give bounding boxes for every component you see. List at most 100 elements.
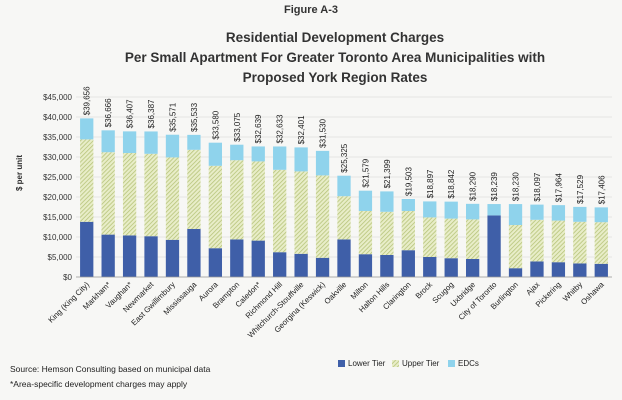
bar-total-label: $18,239 (490, 172, 499, 201)
legend-label: Upper Tier (402, 359, 440, 368)
bar-lower-tier (230, 239, 244, 277)
bar-total-label: $31,530 (319, 118, 328, 147)
figure-label: Figure A-3 (284, 4, 338, 16)
bar-upper-tier (144, 153, 158, 237)
bar-lower-tier (251, 240, 265, 277)
bar-total-label: $32,633 (276, 114, 285, 143)
bar-total-label: $36,387 (147, 99, 156, 128)
bar-edcs (230, 144, 244, 161)
bar-edcs (487, 204, 501, 216)
bar-upper-tier (273, 169, 287, 253)
bar-edcs (165, 134, 180, 158)
bar-total-label: $18,230 (512, 172, 521, 201)
bar-total-label: $35,571 (168, 102, 177, 131)
bar-upper-tier (187, 149, 201, 229)
bar-lower-tier (337, 239, 351, 277)
bar-upper-tier (230, 160, 244, 240)
bar-edcs (251, 146, 265, 162)
bar-lower-tier (273, 252, 287, 277)
bar-total-label: $36,666 (104, 98, 113, 127)
bar-edcs (401, 198, 415, 211)
bar-edcs (337, 175, 351, 197)
bar-edcs (273, 146, 287, 170)
footnote: *Area-specific development charges may a… (10, 379, 188, 389)
source-note: Source: Hemson Consulting based on munic… (10, 364, 211, 374)
bar-lower-tier (465, 259, 480, 277)
bar-upper-tier (294, 171, 308, 254)
bar-edcs (444, 201, 458, 219)
bar-total-label: $25,325 (340, 143, 349, 172)
bar-edcs (573, 206, 587, 222)
bar-lower-tier (444, 258, 458, 277)
bar-edcs (208, 142, 223, 166)
bar-lower-tier (101, 234, 115, 277)
legend-label: EDCs (458, 359, 479, 368)
bar-upper-tier (594, 222, 608, 264)
y-tick-label: $30,000 (43, 153, 72, 162)
bar-lower-tier (294, 253, 308, 277)
bar-lower-tier (165, 239, 180, 277)
bar-total-label: $18,842 (447, 169, 456, 198)
y-tick-label: $40,000 (43, 113, 72, 122)
chart-title-line-3: Proposed York Region Rates (242, 70, 428, 85)
bar-lower-tier (530, 261, 544, 277)
bar-lower-tier (380, 255, 394, 277)
bar-edcs (530, 204, 544, 220)
bar-total-label: $18,897 (426, 169, 435, 198)
bar-lower-tier (122, 235, 137, 277)
chart-title-line-2: Per Small Apartment For Greater Toronto … (124, 50, 546, 65)
bar-upper-tier (380, 211, 394, 255)
bar-lower-tier (551, 262, 566, 277)
bar-lower-tier (315, 257, 330, 277)
bar-lower-tier (487, 215, 501, 277)
bar-upper-tier (573, 221, 587, 264)
bar-edcs (423, 201, 437, 218)
bar-total-label: $17,529 (576, 174, 585, 203)
bar-edcs (122, 131, 137, 153)
bar-edcs (380, 191, 394, 212)
bar-upper-tier (358, 211, 373, 255)
bar-upper-tier (508, 225, 523, 269)
x-axis-ticks: King (King City)Markham*Vaughan*Newmarke… (46, 279, 606, 339)
y-tick-label: $20,000 (43, 193, 72, 202)
bar-total-label: $32,401 (297, 115, 306, 144)
bar-lower-tier (80, 221, 94, 277)
bar-upper-tier (165, 157, 180, 240)
bar-lower-tier (573, 263, 587, 277)
legend: Lower Tier Upper Tier EDCs (338, 359, 479, 368)
legend-label: Lower Tier (348, 359, 386, 368)
bar-upper-tier (101, 152, 115, 235)
y-tick-label: $0 (63, 273, 72, 282)
y-tick-label: $15,000 (43, 213, 72, 222)
bar-upper-tier (208, 165, 223, 249)
bar-lower-tier (208, 248, 223, 277)
bar-edcs (358, 190, 373, 211)
bar-edcs (144, 131, 158, 154)
bar-edcs (187, 134, 201, 150)
bar-total-label: $19,503 (404, 167, 413, 196)
bar-upper-tier (251, 161, 265, 241)
x-tick-label: Ajax (524, 280, 541, 297)
bar-edcs (80, 118, 94, 140)
x-tick-label: Oakville (322, 280, 348, 306)
bar-lower-tier (144, 236, 158, 277)
bar-edcs (465, 203, 480, 220)
bar-upper-tier (423, 217, 437, 257)
chart-title: Residential Development Charges Per Smal… (40, 28, 622, 88)
bar-upper-tier (337, 196, 351, 240)
bar-total-label: $35,533 (190, 102, 199, 131)
bar-upper-tier (551, 220, 566, 263)
legend-swatch (338, 360, 345, 367)
y-tick-label: $25,000 (43, 173, 72, 182)
bar-lower-tier (423, 257, 437, 277)
total-labels: $39,656 $36,666 $36,407 $36,387 $35,571 $35,5… (83, 86, 607, 204)
bar-edcs (101, 130, 115, 153)
bar-upper-tier (444, 218, 458, 259)
chart-title-line-1: Residential Development Charges (225, 30, 445, 45)
bar-total-label: $32,639 (254, 114, 263, 143)
bar-total-label: $21,579 (361, 158, 370, 187)
y-axis-ticks: $0 $5,000 $10,000 $15,000 $20,000 $25,000 $30,… (43, 93, 72, 282)
legend-swatch (448, 360, 455, 367)
bar-total-label: $21,399 (383, 159, 392, 188)
bar-edcs (508, 204, 523, 225)
